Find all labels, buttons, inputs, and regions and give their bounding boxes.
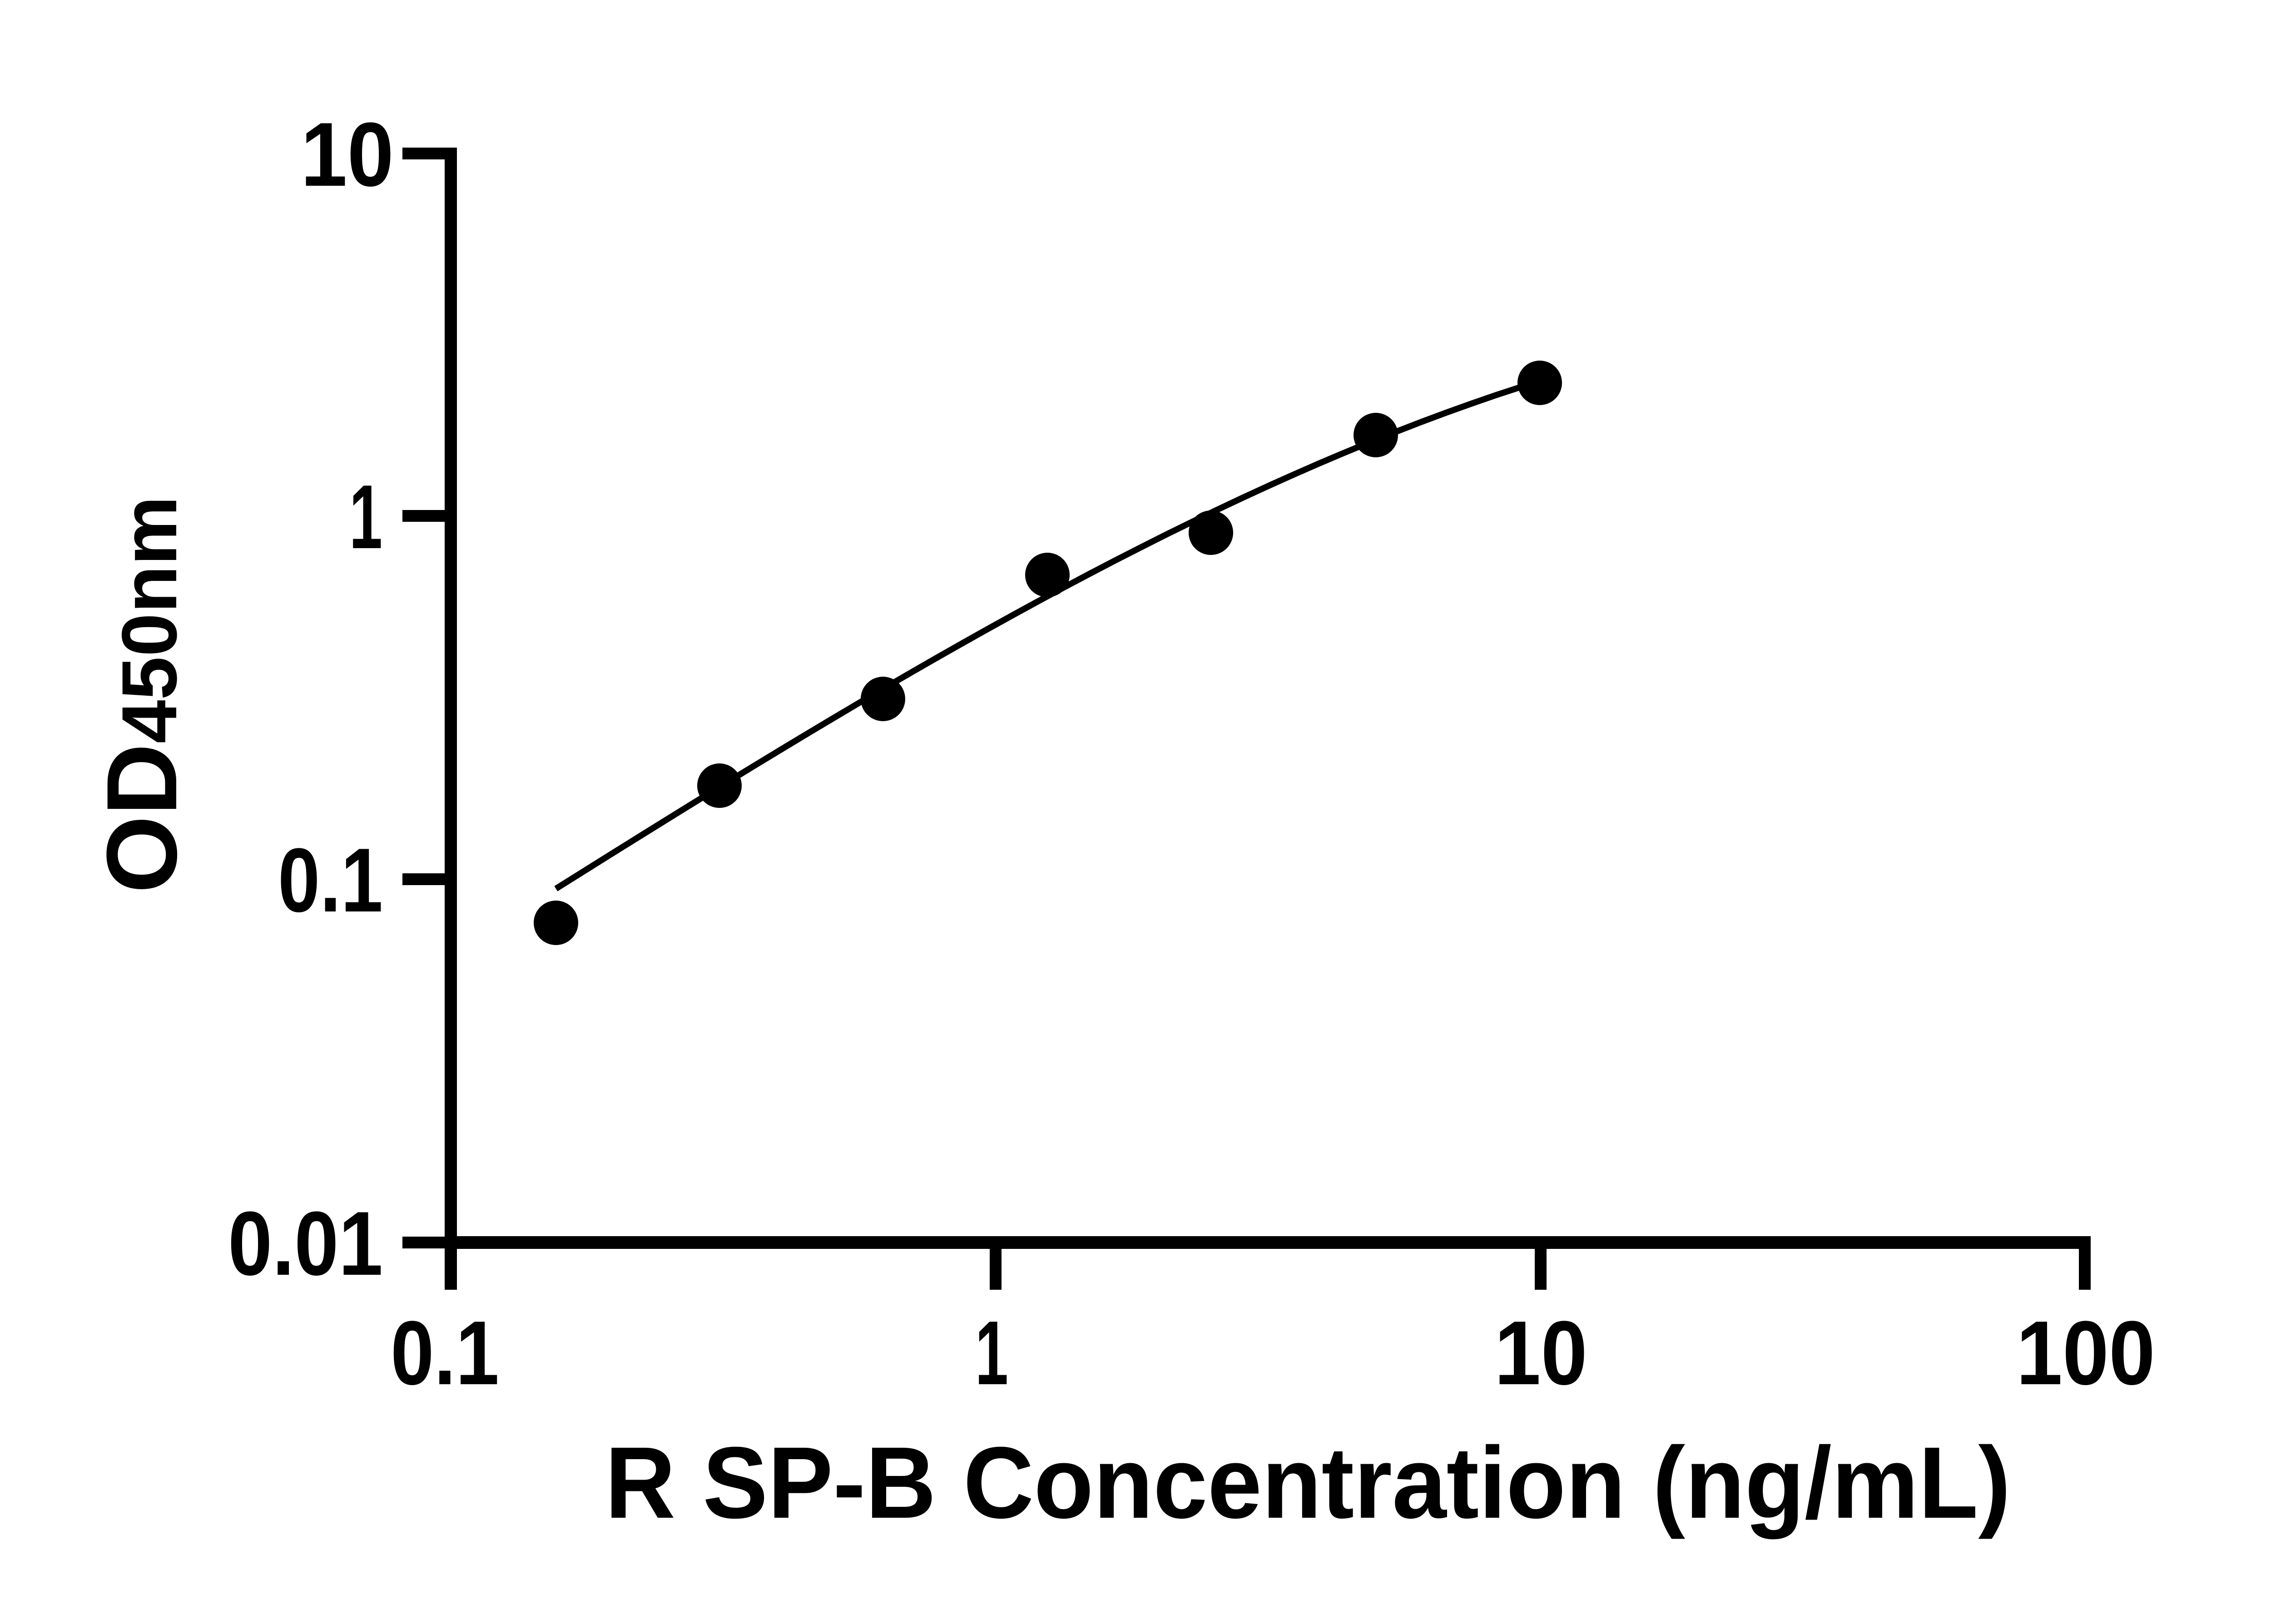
svg-text:1: 1 xyxy=(349,466,382,568)
svg-text:10: 10 xyxy=(1494,1302,1587,1404)
svg-text:0.01: 0.01 xyxy=(228,1193,383,1294)
svg-text:0.1: 0.1 xyxy=(391,1302,499,1404)
svg-text:OD450nm: OD450nm xyxy=(86,496,198,893)
svg-text:R SP-B Concentration (ng/mL): R SP-B Concentration (ng/mL) xyxy=(605,1426,2011,1540)
svg-text:100: 100 xyxy=(2016,1302,2155,1404)
svg-text:0.1: 0.1 xyxy=(278,830,383,931)
svg-text:1: 1 xyxy=(975,1302,1008,1404)
svg-text:10: 10 xyxy=(301,104,394,205)
